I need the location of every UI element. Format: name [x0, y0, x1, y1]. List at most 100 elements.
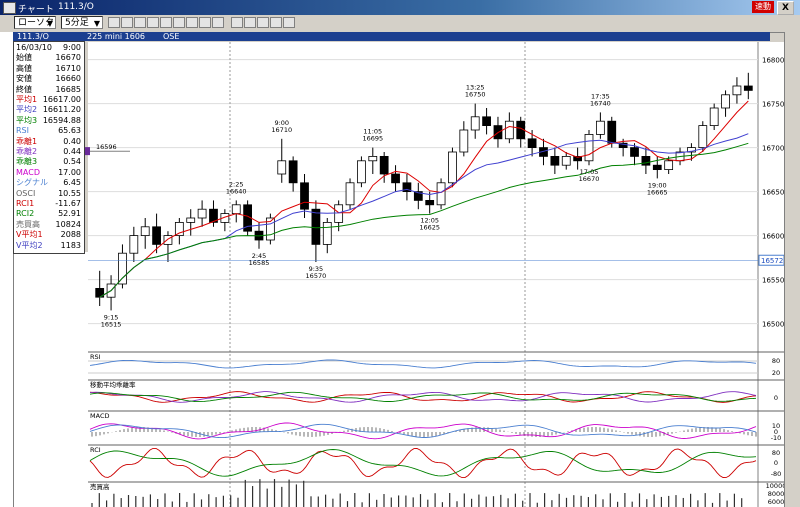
- candle-body: [618, 142, 628, 148]
- candle-body: [652, 164, 662, 170]
- annotation-price: 16740: [590, 99, 611, 107]
- candle-body: [174, 221, 184, 236]
- candle-body: [721, 94, 730, 109]
- annotation-time: 9:15: [104, 313, 119, 321]
- rsi-line: [89, 359, 757, 369]
- info-label: MACD: [16, 167, 40, 177]
- macd-line: [89, 422, 757, 440]
- info-value: 0.44: [63, 147, 81, 156]
- annotation-price: 16670: [579, 175, 600, 183]
- info-value: 6.45: [63, 178, 81, 188]
- price-tick-label: 16650: [762, 189, 784, 197]
- draw-line-icon[interactable]: [160, 17, 172, 28]
- info-value: 16594.88: [42, 115, 81, 125]
- candle-body: [664, 160, 674, 171]
- info-value: 1183: [60, 240, 81, 250]
- annotation-price: 16695: [362, 135, 383, 143]
- search-icon[interactable]: [270, 17, 282, 28]
- info-label: 16/03/10: [16, 43, 52, 52]
- info-label: 売買高: [16, 219, 40, 229]
- info-row: RCI2 52.91: [16, 209, 81, 219]
- chart-type-select[interactable]: ローソク ▼: [14, 16, 56, 29]
- info-row: MACD 17.00: [16, 168, 81, 178]
- panel-tick-label: -10: [771, 434, 782, 442]
- candle-body: [561, 155, 571, 166]
- info-label: 平均2: [16, 105, 38, 115]
- info-row: シグナル 6.45: [16, 178, 81, 188]
- info-label: 乖離3: [16, 157, 38, 167]
- candle-body: [732, 85, 742, 96]
- live-badge[interactable]: 速動: [752, 1, 774, 13]
- price-tick-label: 16500: [762, 321, 784, 329]
- settings-icon[interactable]: [186, 17, 198, 28]
- candle-body: [584, 133, 594, 162]
- info-value: 10824: [55, 219, 81, 229]
- panel-tick-label: 0: [774, 428, 778, 436]
- candle-body: [152, 226, 161, 245]
- candle-body: [595, 120, 605, 135]
- chart-window-icon: [3, 2, 16, 14]
- info-label: シグナル: [16, 178, 48, 188]
- deviation-line-3: [89, 391, 757, 403]
- candle-body: [743, 85, 753, 91]
- rci1-line: [89, 447, 757, 479]
- header-exchange: OSE: [163, 32, 180, 41]
- info-value: 65.63: [58, 126, 81, 136]
- mark-icon[interactable]: [283, 17, 295, 28]
- candle-body: [402, 182, 412, 193]
- info-row: 乖離2 0.44: [16, 147, 81, 157]
- price-tick-label: 16800: [762, 57, 784, 65]
- candle-body: [459, 129, 469, 153]
- price-tick-label: 16700: [762, 145, 784, 153]
- info-label: 安値: [16, 74, 32, 84]
- header-symbol: 111.3/O: [17, 32, 49, 41]
- candle-body: [709, 107, 719, 127]
- table-icon[interactable]: [147, 17, 159, 28]
- eraser-icon[interactable]: [244, 17, 256, 28]
- price-tick-label: 16600: [762, 233, 784, 241]
- candle-body: [573, 155, 583, 162]
- deviation-line-1: [89, 391, 757, 403]
- window-symbol: 111.3/O: [58, 2, 94, 12]
- info-label: OSCI: [16, 188, 36, 198]
- window-title: チャート: [18, 5, 54, 15]
- price-tick-label: 16550: [762, 277, 784, 285]
- moving-average-line: [99, 100, 749, 298]
- annotation-time: 19:00: [648, 181, 667, 189]
- price-marker: [84, 147, 90, 156]
- info-value: 16611.20: [42, 105, 81, 115]
- info-row: RCI1 -11.67: [16, 199, 81, 209]
- zoom-icon[interactable]: [173, 17, 185, 28]
- left-gutter: [0, 32, 14, 507]
- panel-tick-label: 6000: [768, 498, 785, 506]
- title-bar: チャート 111.3/O 速動 X: [0, 0, 800, 15]
- bar-icon[interactable]: [134, 17, 146, 28]
- info-value: 0.40: [63, 136, 81, 146]
- shift-left-icon[interactable]: [199, 17, 211, 28]
- grid-icon[interactable]: [108, 17, 120, 28]
- interval-select[interactable]: 5分足 ▼: [61, 16, 103, 29]
- info-row: 平均3 16594.88: [16, 116, 81, 126]
- candle-body: [345, 182, 355, 206]
- info-label: 平均1: [16, 95, 38, 104]
- panel-tick-label: 80: [772, 449, 780, 457]
- pen-icon[interactable]: [231, 17, 243, 28]
- info-row: V平均1 2088: [16, 230, 81, 240]
- symbol-header: 111.3/O 225 mini 1606 OSE: [13, 32, 770, 41]
- close-button[interactable]: X: [777, 1, 794, 15]
- refresh-icon[interactable]: [257, 17, 269, 28]
- candle-icon[interactable]: [121, 17, 133, 28]
- candle-body: [288, 160, 298, 184]
- info-value: 16617.00: [42, 95, 81, 104]
- annotation-time: 12:05: [420, 217, 439, 225]
- candle-body: [448, 151, 457, 184]
- annotation-price: 16625: [419, 224, 440, 232]
- candle-body: [300, 182, 309, 210]
- info-row: 16/03/10 9:00: [16, 43, 81, 53]
- candle-body: [129, 235, 139, 254]
- vertical-scrollbar[interactable]: [784, 32, 800, 507]
- shift-right-icon[interactable]: [212, 17, 224, 28]
- info-label: 高値: [16, 63, 32, 73]
- candle-body: [436, 182, 446, 206]
